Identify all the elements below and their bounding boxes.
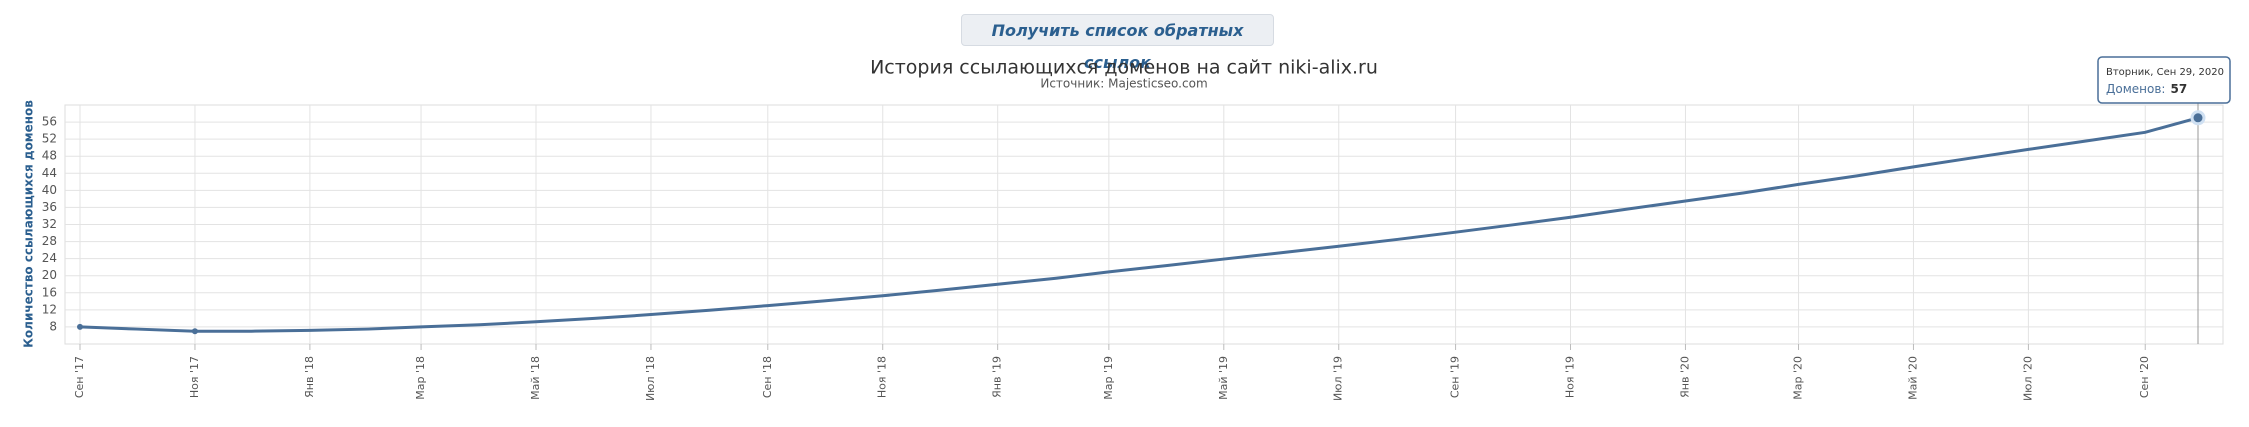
y-tick-label: 40	[42, 183, 57, 197]
tooltip-number: 57	[2170, 82, 2187, 96]
tooltip-box	[2097, 56, 2231, 104]
tooltip-value: Доменов: 57	[2106, 82, 2187, 96]
x-tick-label: Янв '20	[1678, 356, 1691, 398]
y-tick-label: 48	[42, 149, 57, 163]
series-line	[79, 116, 2199, 333]
x-tick-label: Сен '18	[761, 356, 774, 398]
x-tick-label: Ноя '17	[188, 356, 201, 398]
y-tick-label: 28	[42, 234, 57, 248]
chart-title: История ссылающихся доменов на сайт niki…	[870, 57, 1378, 79]
x-tick-label: Июл '18	[644, 356, 657, 401]
chart-subtitle: Источник: Majesticseo.com	[1040, 77, 1207, 91]
y-tick-label: 44	[42, 166, 57, 180]
x-tick-label: Июл '19	[1332, 356, 1345, 401]
x-tick-label: Ноя '19	[1564, 356, 1577, 398]
y-tick-label: 36	[42, 200, 57, 214]
x-tick-label: Май '19	[1217, 356, 1230, 400]
highlighted-point	[2190, 110, 2206, 126]
tooltip-date: Вторник, Сен 29, 2020	[2106, 67, 2224, 78]
y-tick-label: 12	[42, 302, 57, 316]
x-tick-label: Мар '18	[414, 356, 427, 400]
y-tick-label: 8	[49, 319, 57, 333]
x-tick-label: Ноя '18	[876, 356, 889, 398]
x-tick-label: Янв '19	[991, 356, 1004, 398]
y-tick-label: 16	[42, 285, 57, 299]
y-tick-label: 32	[42, 217, 57, 231]
x-tick-label: Янв '18	[303, 356, 316, 398]
x-tick-label: Июл '20	[2021, 356, 2034, 401]
get-backlinks-button[interactable]: Получить список обратных ссылок	[961, 14, 1274, 72]
x-tick-label: Мар '20	[1792, 356, 1805, 400]
tooltip: Вторник, Сен 29, 2020 Доменов: 57	[2097, 56, 2231, 104]
point	[77, 323, 83, 330]
y-tick-label: 56	[42, 115, 57, 129]
x-tick-label: Сен '19	[1449, 356, 1462, 398]
y-tick-label: 52	[42, 132, 57, 146]
point	[191, 328, 198, 335]
y-tick-label: 20	[42, 268, 57, 282]
x-tick-label: Сен '20	[2138, 356, 2151, 398]
y-axis-label: Количество ссылающихся доменов	[22, 100, 36, 348]
x-tick-label: Мар '19	[1102, 356, 1115, 400]
tooltip-label: Доменов:	[2106, 82, 2165, 96]
x-tick-label: Май '20	[1906, 356, 1919, 400]
x-tick-label: Май '18	[529, 356, 542, 400]
y-tick-label: 24	[42, 251, 57, 265]
x-tick-label: Сен '17	[73, 356, 86, 398]
